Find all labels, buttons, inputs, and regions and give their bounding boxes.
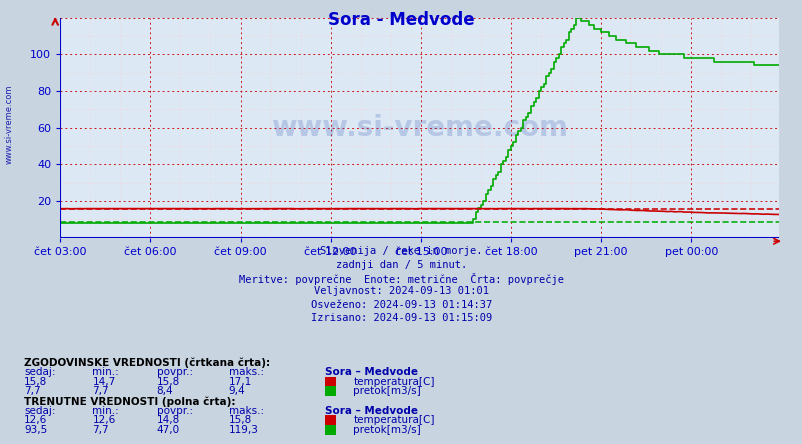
Text: 12,6: 12,6: [92, 415, 115, 425]
Text: min.:: min.:: [92, 367, 119, 377]
Text: 12,6: 12,6: [24, 415, 47, 425]
Text: 93,5: 93,5: [24, 425, 47, 435]
Text: Sora – Medvode: Sora – Medvode: [325, 367, 418, 377]
Text: Sora – Medvode: Sora – Medvode: [325, 406, 418, 416]
Text: www.si-vreme.com: www.si-vreme.com: [5, 84, 14, 164]
Text: povpr.:: povpr.:: [156, 406, 192, 416]
Text: 17,1: 17,1: [229, 377, 252, 387]
Text: Veljavnost: 2024-09-13 01:01: Veljavnost: 2024-09-13 01:01: [314, 286, 488, 297]
Text: maks.:: maks.:: [229, 367, 264, 377]
Text: 9,4: 9,4: [229, 386, 245, 396]
Text: 119,3: 119,3: [229, 425, 258, 435]
Text: www.si-vreme.com: www.si-vreme.com: [271, 114, 567, 142]
Text: temperatura[C]: temperatura[C]: [353, 415, 434, 425]
Text: 7,7: 7,7: [24, 386, 41, 396]
Text: 14,8: 14,8: [156, 415, 180, 425]
Text: ZGODOVINSKE VREDNOSTI (črtkana črta):: ZGODOVINSKE VREDNOSTI (črtkana črta):: [24, 357, 270, 368]
Text: 8,4: 8,4: [156, 386, 173, 396]
Text: pretok[m3/s]: pretok[m3/s]: [353, 386, 420, 396]
Text: 14,7: 14,7: [92, 377, 115, 387]
Text: min.:: min.:: [92, 406, 119, 416]
Text: 7,7: 7,7: [92, 425, 109, 435]
Text: 15,8: 15,8: [156, 377, 180, 387]
Text: Izrisano: 2024-09-13 01:15:09: Izrisano: 2024-09-13 01:15:09: [310, 313, 492, 323]
Text: TRENUTNE VREDNOSTI (polna črta):: TRENUTNE VREDNOSTI (polna črta):: [24, 396, 235, 407]
Text: 47,0: 47,0: [156, 425, 180, 435]
Text: maks.:: maks.:: [229, 406, 264, 416]
Text: 7,7: 7,7: [92, 386, 109, 396]
Text: povpr.:: povpr.:: [156, 367, 192, 377]
Text: sedaj:: sedaj:: [24, 406, 55, 416]
Text: 15,8: 15,8: [24, 377, 47, 387]
Text: Osveženo: 2024-09-13 01:14:37: Osveženo: 2024-09-13 01:14:37: [310, 300, 492, 310]
Text: pretok[m3/s]: pretok[m3/s]: [353, 425, 420, 435]
Text: Slovenija / reke in morje.: Slovenija / reke in morje.: [320, 246, 482, 257]
Text: zadnji dan / 5 minut.: zadnji dan / 5 minut.: [335, 260, 467, 270]
Text: Meritve: povprečne  Enote: metrične  Črta: povprečje: Meritve: povprečne Enote: metrične Črta:…: [239, 273, 563, 285]
Text: Sora - Medvode: Sora - Medvode: [328, 11, 474, 29]
Text: 15,8: 15,8: [229, 415, 252, 425]
Text: sedaj:: sedaj:: [24, 367, 55, 377]
Text: temperatura[C]: temperatura[C]: [353, 377, 434, 387]
